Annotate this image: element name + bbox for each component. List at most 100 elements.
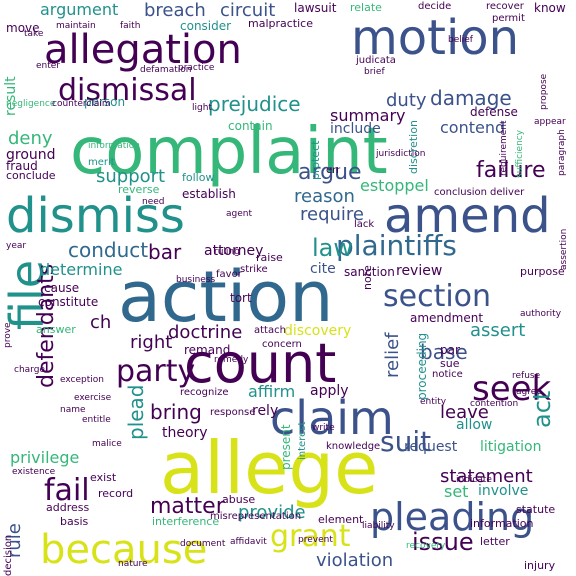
word-defamation: need: [142, 197, 165, 207]
word-cause: cause: [44, 281, 80, 295]
word-refuse: refuse: [512, 371, 541, 381]
word-damage: damage: [430, 86, 512, 110]
word-merit: merit: [88, 157, 115, 168]
word-tort: tort: [230, 291, 252, 305]
word-provide: provide: [238, 502, 306, 523]
word-notice: notice: [432, 369, 463, 380]
word-strike: strike: [240, 264, 268, 275]
word-entity: entity: [420, 397, 447, 407]
word-practice: enter: [36, 61, 61, 71]
word-defense: defense: [470, 105, 518, 119]
word-nature: nature: [118, 559, 148, 569]
word-brief: belief: [448, 35, 473, 45]
word-judicata: judicata: [356, 55, 396, 66]
word-support: support: [96, 166, 166, 187]
word-allow: allow: [456, 417, 493, 433]
word-remedy: remedy: [214, 355, 249, 365]
word-fail: fail: [44, 473, 90, 508]
word-err: err: [326, 165, 341, 176]
word-abuse: abuse: [222, 493, 256, 506]
word-requirement: jurisdiction: [376, 149, 426, 159]
word-section: section: [383, 279, 492, 314]
word-base: base: [420, 340, 468, 364]
word-because: because: [40, 527, 208, 573]
word-argue: argue: [298, 160, 362, 185]
word-maintain: take: [24, 29, 44, 39]
word-document: document: [180, 539, 226, 549]
word-malice: light: [192, 103, 212, 113]
word-dismissal: dismissal: [58, 73, 197, 108]
word-assertion: prove: [3, 322, 13, 348]
word-move: move: [6, 21, 40, 35]
word-business: business: [176, 275, 216, 285]
word-recognize: recognize: [180, 387, 229, 398]
word-reverse: reverse: [118, 183, 160, 196]
word-prejudice: prejudice: [208, 92, 301, 116]
word-grant: grant: [270, 519, 351, 554]
word-exception: exception: [60, 375, 104, 385]
word-discretion: discretion: [407, 120, 420, 174]
word-complaint: complaint: [70, 115, 388, 189]
word-par: par: [440, 343, 460, 357]
word-claim: claim: [270, 391, 394, 445]
word-attach: attach: [254, 325, 286, 336]
word-sufficiency: requirement: [499, 120, 509, 176]
word-basis: basis: [60, 515, 89, 528]
word-ch: ch: [90, 312, 112, 333]
word-conclusion: conclusion: [434, 187, 488, 198]
word-remand: remand: [184, 343, 231, 357]
word-determine: determine: [40, 260, 123, 279]
word-summary: summary: [330, 106, 406, 125]
word-conclude: conclude: [6, 169, 56, 182]
word-take: defamation: [140, 65, 192, 75]
word-recovery: recovery: [406, 541, 446, 551]
word-protect: protect: [309, 140, 322, 180]
word-allege: allege: [160, 426, 379, 510]
word-person: person: [84, 95, 126, 109]
word-purpose: purpose: [520, 265, 565, 278]
word-assert: assert: [470, 320, 526, 341]
word-indicate: indicate: [456, 475, 492, 485]
word-reason: reason: [294, 186, 355, 207]
word-sanction: sanction: [344, 265, 395, 279]
word-breach: breach: [144, 0, 206, 21]
word-information: information: [470, 517, 534, 530]
word-relate: relate: [350, 1, 382, 14]
word-answer: answer: [36, 323, 76, 336]
word-negligence: negligence: [6, 99, 56, 109]
word-bring: bring: [150, 400, 202, 424]
word-plaintiffs: plaintiffs: [336, 229, 457, 262]
word-address: address: [46, 501, 90, 514]
word-failure: failure: [476, 158, 546, 183]
word-record: record: [98, 487, 134, 500]
word-suit: suit: [380, 425, 432, 458]
word-interest: interest: [297, 421, 308, 460]
word-charge: malice: [92, 439, 122, 449]
word-paragraph: sufficiency: [515, 129, 525, 178]
word-violation: violation: [316, 550, 394, 571]
word-prove: charge: [14, 365, 45, 375]
word-fraud: fraud: [6, 159, 38, 173]
word-bar: bar: [148, 240, 182, 264]
word-prevent: information: [88, 141, 140, 151]
word-doctrine: doctrine: [168, 322, 243, 343]
word-lawsuit: lawsuit: [294, 1, 337, 15]
word-malpractice: malpractice: [248, 17, 313, 30]
word-party: party: [116, 354, 196, 389]
word-liability: liability: [362, 521, 395, 531]
word-write: write: [312, 423, 335, 433]
word-amendment: amendment: [410, 311, 484, 325]
word-rely: rely: [252, 403, 279, 419]
word-deny: deny: [8, 128, 53, 149]
word-argument: argument: [40, 0, 119, 19]
word-leave: leave: [440, 402, 489, 423]
word-contain: contain: [228, 119, 273, 133]
word-entitle: entitle: [82, 415, 111, 425]
word-motion: motion: [351, 10, 520, 66]
word-statute: statute: [516, 503, 556, 516]
word-concern: concern: [262, 339, 302, 350]
word-ground: ground: [6, 147, 56, 163]
word-note: note: [361, 265, 374, 290]
word-need: year: [6, 241, 27, 251]
word-belief: maintain: [56, 21, 96, 31]
